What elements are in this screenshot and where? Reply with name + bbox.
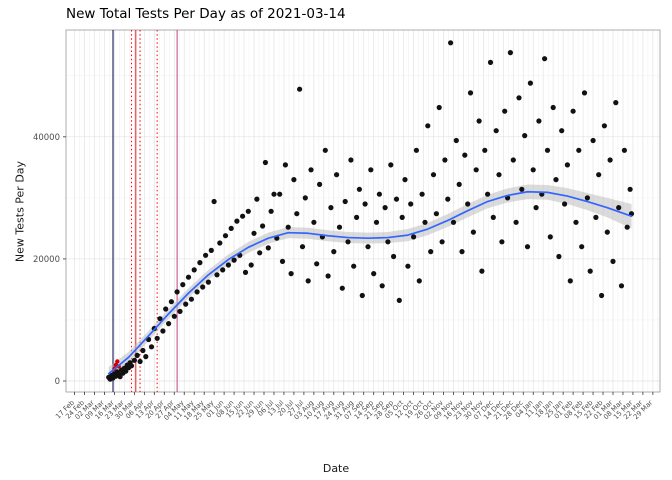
panel-border [65,29,661,393]
smooth-line [107,190,633,375]
axis-ticks [63,136,654,395]
scatter-points [106,40,635,382]
svg-text:40000: 40000 [33,133,60,143]
y-tick-labels: 0 20000 40000 [33,133,60,387]
gridlines [66,30,660,392]
svg-text:20000: 20000 [33,255,60,265]
event-vlines [112,30,178,392]
svg-text:0: 0 [55,377,60,387]
x-axis-title: Date [322,462,350,475]
confidence-band [108,184,632,381]
y-axis-title: New Tests Per Day [13,160,27,263]
chart-title: New Total Tests Per Day as of 2021-03-14 [66,6,346,22]
